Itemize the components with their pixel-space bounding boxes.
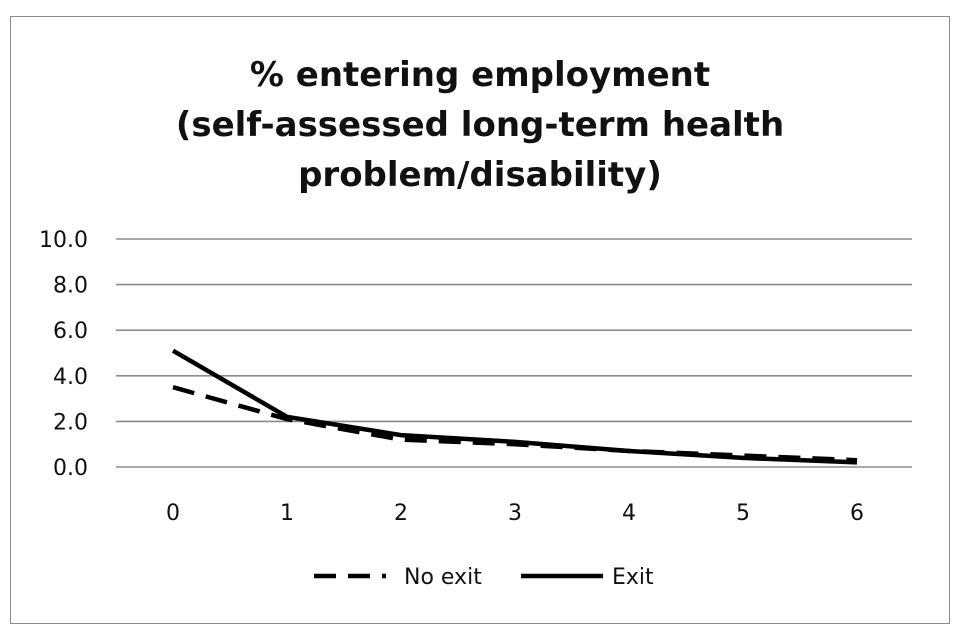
legend: No exit Exit [314, 565, 654, 590]
y-tick-label: 8.0 [53, 274, 88, 299]
y-tick-label: 10.0 [39, 228, 88, 253]
legend-label: Exit [612, 565, 654, 590]
x-tick-label: 4 [622, 501, 636, 526]
series-line-no-exit [172, 385, 858, 463]
x-tick-label: 1 [280, 501, 294, 526]
series-line-exit [171, 348, 858, 465]
chart-frame [10, 16, 950, 624]
y-tick-label: 0.0 [53, 456, 88, 481]
gridlines [116, 238, 912, 468]
y-tick-label: 2.0 [53, 410, 88, 435]
chart-title-line-1: % entering employment [250, 55, 710, 95]
x-tick-label: 0 [166, 501, 180, 526]
chart-title-line-2: (self-assessed long-term health [176, 105, 784, 145]
y-tick-label: 6.0 [53, 319, 88, 344]
legend-label: No exit [404, 565, 482, 590]
x-tick-label: 2 [394, 501, 408, 526]
x-tick-label: 6 [850, 501, 864, 526]
chart-title: % entering employment (self-assessed lon… [176, 55, 784, 195]
x-axis-tick-labels: 0 1 2 3 4 5 6 [166, 501, 864, 526]
x-tick-label: 5 [736, 501, 750, 526]
x-tick-label: 3 [508, 501, 522, 526]
y-tick-label: 4.0 [53, 365, 88, 390]
series-lines [171, 348, 858, 465]
chart-title-line-3: problem/disability) [298, 155, 662, 195]
y-axis-tick-labels: 0.0 2.0 4.0 6.0 8.0 10.0 [39, 228, 88, 481]
